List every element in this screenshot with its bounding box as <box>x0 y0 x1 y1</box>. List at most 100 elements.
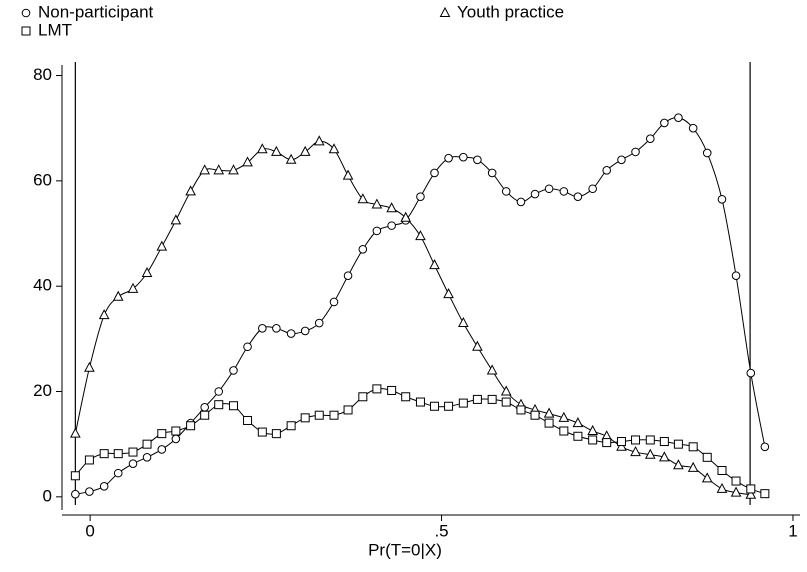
data-point <box>415 397 425 407</box>
data-point <box>559 426 569 436</box>
data-point <box>300 326 310 336</box>
data-point <box>572 417 584 428</box>
data-point <box>328 143 340 154</box>
data-point <box>602 166 612 175</box>
data-point <box>500 385 512 396</box>
data-point <box>659 437 669 447</box>
data-point <box>142 453 152 462</box>
data-point <box>386 202 397 213</box>
data-point <box>285 153 297 164</box>
data-point <box>674 113 683 122</box>
x-axis-label: Pr(T=0|X) <box>368 540 442 559</box>
data-point <box>630 446 641 457</box>
data-point <box>228 401 238 411</box>
data-point <box>142 439 152 449</box>
data-point <box>85 487 94 496</box>
data-point <box>127 282 139 293</box>
data-point <box>400 211 412 222</box>
data-point <box>587 424 598 436</box>
data-point <box>516 405 526 415</box>
data-point <box>99 482 109 491</box>
data-point <box>171 426 181 436</box>
data-point <box>286 329 296 338</box>
data-point <box>387 221 396 230</box>
data-point <box>214 400 224 410</box>
data-point <box>71 489 80 499</box>
data-point <box>415 230 426 241</box>
data-point <box>631 147 640 157</box>
data-point <box>487 168 497 178</box>
data-point <box>113 449 123 459</box>
data-point <box>717 194 727 204</box>
x-tick-label: 0 <box>85 521 94 540</box>
data-point <box>242 156 253 167</box>
data-point <box>701 472 713 483</box>
data-point <box>444 153 453 163</box>
data-point <box>602 438 612 448</box>
data-point <box>760 489 770 499</box>
data-point <box>243 415 253 425</box>
data-point <box>342 169 354 180</box>
data-point <box>170 214 182 225</box>
data-point <box>501 397 511 407</box>
data-point <box>387 385 397 395</box>
data-point <box>286 421 296 431</box>
data-point <box>257 427 267 437</box>
y-tick-label: 40 <box>33 276 52 295</box>
data-point <box>544 418 554 428</box>
data-point <box>256 143 268 154</box>
data-point <box>329 297 339 307</box>
data-point <box>429 259 440 270</box>
data-point <box>84 455 94 465</box>
data-point <box>358 245 368 254</box>
y-tick-label: 60 <box>33 170 52 189</box>
data-point <box>157 429 167 439</box>
data-point <box>746 484 756 494</box>
data-point <box>458 398 468 408</box>
data-point <box>501 187 511 196</box>
data-point <box>228 164 239 175</box>
data-point <box>300 413 310 423</box>
data-point <box>314 410 324 420</box>
data-point <box>558 411 570 422</box>
data-point <box>717 466 727 476</box>
legend-symbol <box>439 6 451 17</box>
data-point <box>443 288 454 299</box>
y-tick-label: 80 <box>33 65 52 84</box>
data-point <box>200 403 209 412</box>
data-point <box>113 468 123 478</box>
data-point <box>487 394 497 404</box>
data-point <box>401 392 411 402</box>
data-point <box>687 461 699 472</box>
data-point <box>70 471 80 481</box>
data-point <box>688 442 698 452</box>
data-point <box>716 482 728 493</box>
data-point <box>343 271 353 280</box>
data-point <box>112 290 124 301</box>
x-tick-label: 1 <box>788 521 797 540</box>
data-point <box>731 271 741 280</box>
data-point <box>141 266 153 278</box>
data-point <box>329 410 339 420</box>
data-point <box>199 164 211 175</box>
data-point <box>372 226 382 236</box>
data-point <box>645 134 655 144</box>
data-point <box>573 192 583 201</box>
data-point <box>70 427 81 438</box>
data-point <box>645 435 655 445</box>
data-point <box>473 155 482 165</box>
data-point <box>486 364 498 375</box>
data-point <box>616 440 627 451</box>
data-point <box>731 476 741 486</box>
data-point <box>702 452 712 462</box>
data-point <box>186 421 196 431</box>
data-point <box>430 401 440 411</box>
y-tick-label: 20 <box>33 381 52 400</box>
data-point <box>371 198 383 209</box>
legend-label: LMT <box>38 20 72 39</box>
data-point <box>200 410 210 420</box>
data-point <box>617 155 626 165</box>
data-point <box>745 488 757 499</box>
data-point <box>171 434 181 444</box>
